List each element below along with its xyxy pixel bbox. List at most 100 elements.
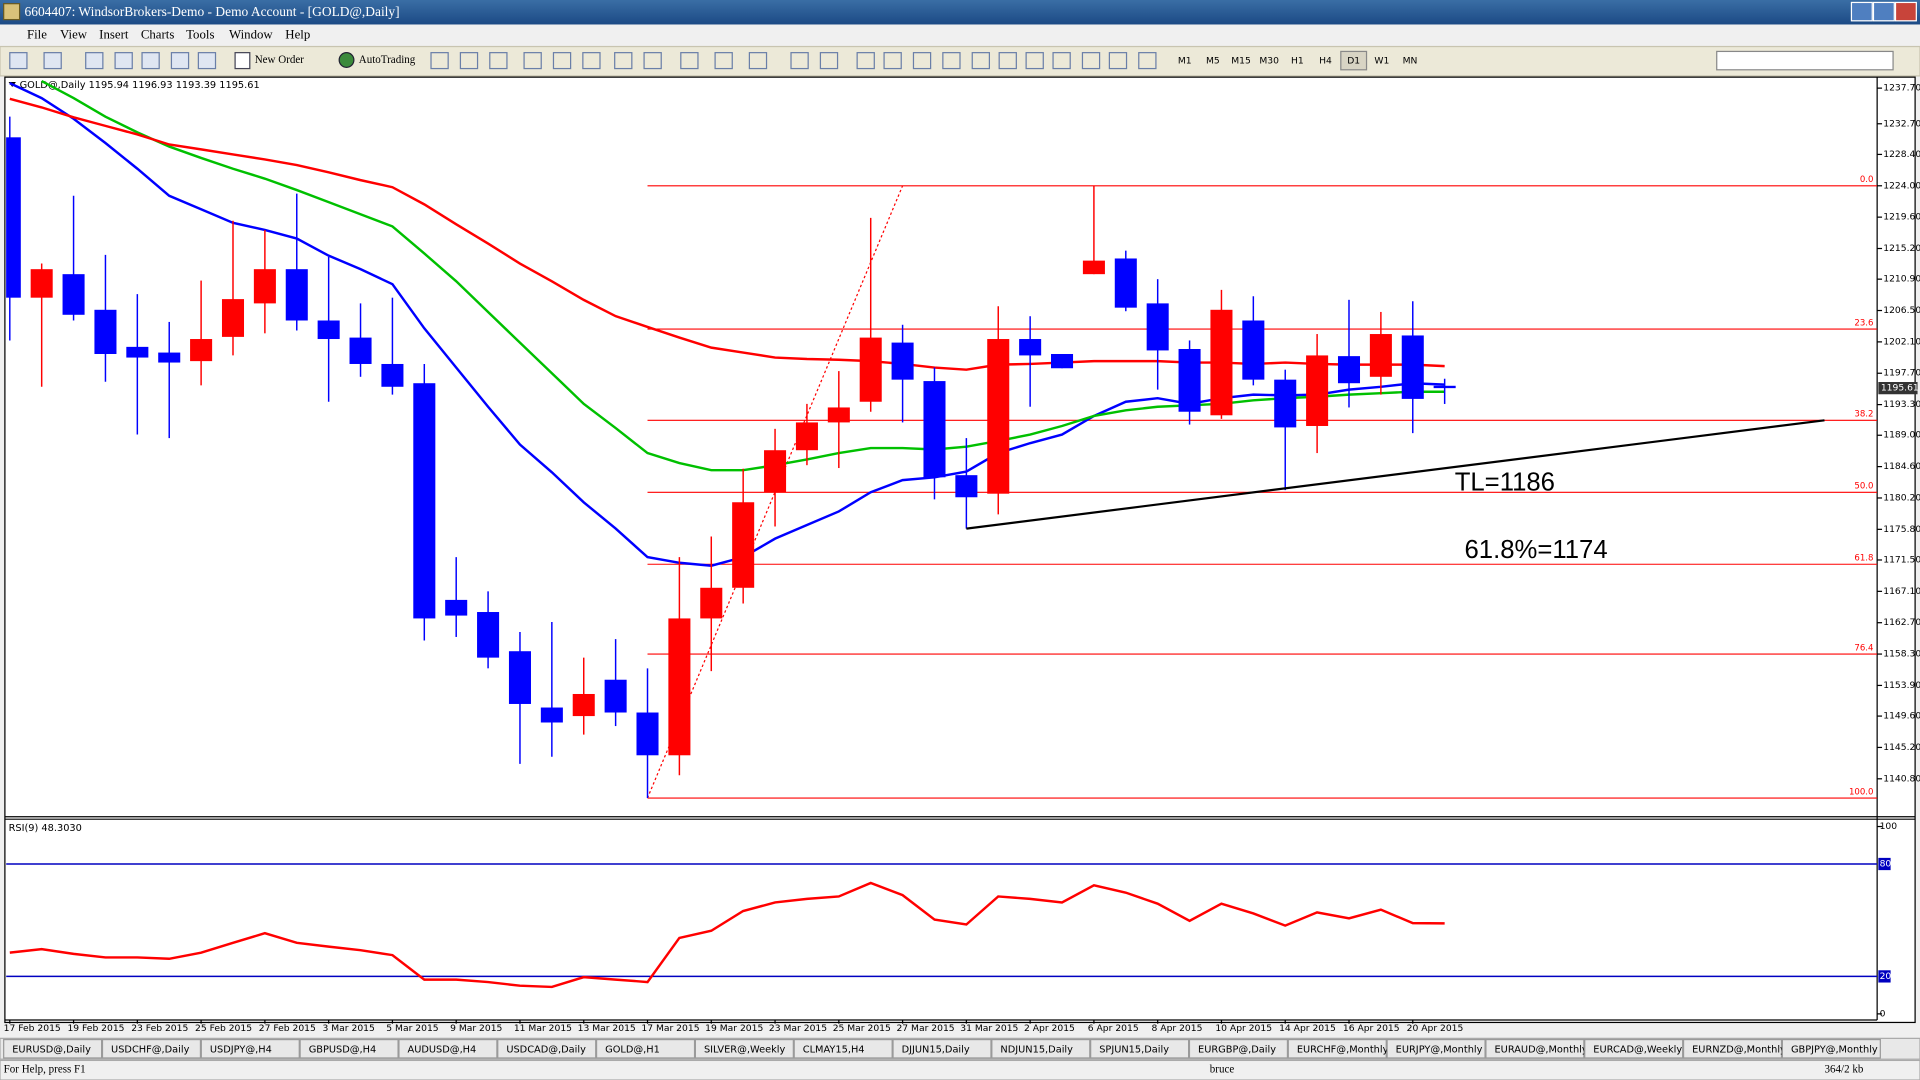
chart-tab-label[interactable]: DJJUN15,Daily [902,1044,970,1055]
chart-tab[interactable] [1485,1038,1585,1059]
menu-item[interactable]: Charts [141,27,175,41]
chart-tab-label[interactable]: EURCHF@,Monthly [1297,1044,1389,1055]
toolbar-icon[interactable] [971,52,990,70]
chart-tab[interactable] [398,1038,498,1059]
autotrading-button[interactable]: AutoTrading [359,54,416,66]
toolbar-icon[interactable] [819,52,839,70]
timeframe-label[interactable]: MN [1403,56,1418,67]
toolbar-icon[interactable] [1081,52,1101,70]
toolbar-icon[interactable] [43,52,62,70]
search-box[interactable] [1716,50,1894,71]
toolbar-icon[interactable] [489,52,508,70]
toolbar-icon[interactable] [1108,52,1128,70]
chart-tab-label[interactable]: USDCAD@,Daily [506,1044,586,1055]
toolbar-icon[interactable] [114,52,133,70]
toolbar-icon[interactable] [643,52,662,70]
chart-tab[interactable] [1682,1038,1783,1059]
toolbar-icon[interactable] [582,52,601,70]
chart-tab[interactable] [793,1038,893,1059]
chart-tab[interactable] [3,1038,103,1059]
menu-item[interactable]: File [27,27,47,41]
toolbar-icon[interactable] [790,52,809,70]
chart-tab-label[interactable]: SILVER@,Weekly [704,1044,786,1055]
timeframe-label[interactable]: M5 [1206,56,1220,67]
new-order-button[interactable]: New Order [255,54,305,66]
chart-tab[interactable] [101,1038,202,1059]
toolbar-icon[interactable] [1025,52,1044,70]
minimize-button[interactable] [1850,1,1873,22]
toolbar-icon[interactable] [141,52,160,70]
toolbar-icon[interactable] [430,52,449,70]
rsi-plot [6,863,1878,989]
candle-body [1146,303,1169,351]
chart-tab[interactable] [694,1038,794,1059]
chart-tab-label[interactable]: EURGBP@,Daily [1198,1044,1276,1055]
toolbar-icon[interactable] [998,52,1017,70]
toolbar-icon[interactable] [197,52,217,70]
toolbar-icon[interactable] [170,52,190,70]
chart-tab[interactable] [892,1038,992,1059]
timeframe-label[interactable]: M30 [1259,56,1279,67]
chart-tab[interactable] [497,1038,597,1059]
chart-tab[interactable] [1584,1038,1684,1059]
chart-tab-label[interactable]: EURUSD@,Daily [12,1044,91,1055]
toolbar-icon[interactable] [552,52,572,70]
toolbar-icon[interactable] [85,52,104,70]
chart-tab-label[interactable]: CLMAY15,H4 [803,1044,865,1055]
chart-tab[interactable] [991,1038,1091,1059]
chart-tab-label[interactable]: USDJPY@,H4 [210,1044,272,1055]
timeframe-label[interactable]: D1 [1347,56,1360,67]
menu-item[interactable]: View [60,27,88,41]
chart-tab[interactable] [200,1038,300,1059]
autotrading-icon[interactable] [338,52,355,68]
chart-tab[interactable] [299,1038,399,1059]
toolbar-icon[interactable] [883,52,902,70]
chart-tab-label[interactable]: GOLD@,H1 [605,1044,660,1055]
chart-tab-label[interactable]: EURAUD@,Monthly [1494,1044,1587,1055]
menu-item[interactable]: Tools [186,27,214,41]
toolbar-icon[interactable] [748,52,768,70]
chart-tab-label[interactable]: NDJUN15,Daily [1000,1044,1073,1055]
chart-tab[interactable] [1188,1038,1289,1059]
timeframe-label[interactable]: W1 [1374,56,1389,67]
toolbar-icon[interactable] [1052,52,1071,70]
toolbar-icon[interactable] [856,52,875,70]
toolbar-icon[interactable] [680,52,699,70]
toolbar-icon[interactable] [912,52,932,70]
toolbar-icon[interactable] [523,52,542,70]
menu-item[interactable]: Insert [99,27,129,41]
toolbar-icon[interactable] [614,52,633,70]
x-tick-label: 8 Apr 2015 [1152,1023,1203,1034]
new-order-icon[interactable] [234,52,251,70]
maximize-button[interactable] [1872,1,1895,22]
chart-tab-label[interactable]: USDCHF@,Daily [111,1044,190,1055]
timeframe-label[interactable]: H1 [1291,56,1304,67]
window-title: 6604407: WindsorBrokers-Demo - Demo Acco… [24,4,399,19]
chart-tab[interactable] [1386,1038,1486,1059]
chart-tab-label[interactable]: EURCAD@,Weekly [1593,1044,1682,1055]
chart-tab[interactable] [595,1038,696,1059]
fib-label: 0.0 [1860,175,1874,185]
menu-item[interactable]: Help [285,27,310,41]
chart-tab-label[interactable]: EURNZD@,Monthly [1692,1044,1786,1055]
chart-tab[interactable] [1287,1038,1387,1059]
menu-item[interactable]: Window [229,27,273,41]
toolbar-icon[interactable] [9,52,28,70]
chart-tab-label[interactable]: GBPUSD@,H4 [309,1044,377,1055]
chart-tab-label[interactable]: GBPJPY@,Monthly [1791,1044,1878,1055]
timeframe-button[interactable] [1340,50,1368,71]
chart-tab-label[interactable]: EURJPY@,Monthly [1396,1044,1483,1055]
toolbar-icon[interactable] [714,52,733,70]
toolbar-icon[interactable] [459,52,479,70]
toolbar-icon[interactable] [1138,52,1157,70]
chart-tab[interactable] [1781,1038,1881,1059]
chart-tab-label[interactable]: AUDUSD@,H4 [408,1044,477,1055]
timeframe-label[interactable]: M1 [1178,56,1192,67]
toolbar-icon[interactable] [942,52,961,70]
close-button[interactable] [1894,1,1917,22]
x-tick-label: 25 Feb 2015 [195,1023,252,1034]
chart-tab[interactable] [1090,1038,1190,1059]
chart-tab-label[interactable]: SPJUN15,Daily [1099,1044,1169,1055]
timeframe-label[interactable]: M15 [1231,56,1251,67]
timeframe-label[interactable]: H4 [1319,56,1332,67]
